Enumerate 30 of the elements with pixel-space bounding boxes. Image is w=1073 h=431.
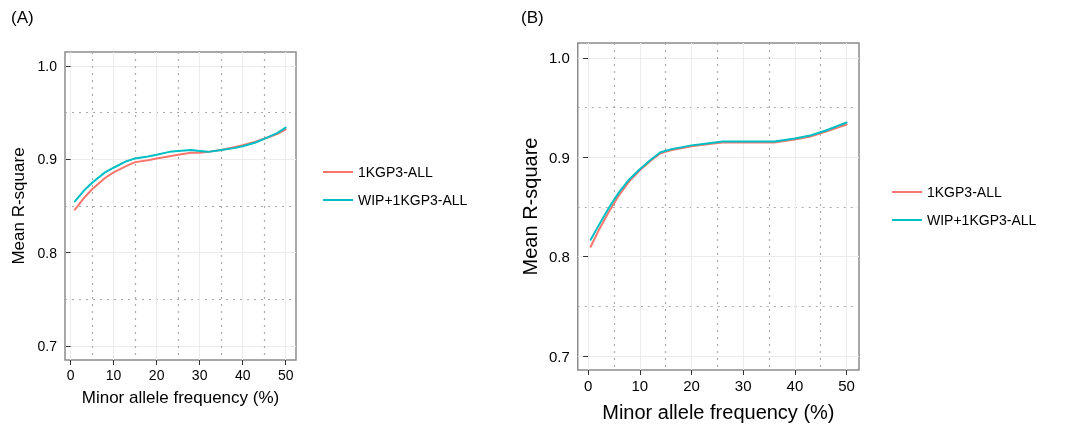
y-tick-label: 1.0 [548,49,570,67]
y-tick-label: 1.0 [37,58,58,74]
x-tick-label: 40 [234,367,251,383]
x-tick-label: 10 [105,367,122,383]
y-tick-label: 0.9 [548,148,570,166]
x-tick-label: 0 [583,377,593,394]
y-axis-title: Mean R-square [518,137,541,276]
legend-label: WIP+1KGP3-ALL [927,212,1037,228]
x-tick-label: 50 [277,367,294,383]
chart-title: (A) [11,8,34,27]
x-tick-label: 10 [631,377,649,394]
x-tick-label: 50 [838,377,855,394]
y-tick-label: 0.8 [37,244,58,261]
x-tick-label: 0 [66,367,75,383]
legend-label: 1KGP3-ALL [927,184,1002,200]
x-tick-label: 20 [683,377,700,394]
y-tick-label: 0.8 [548,248,570,266]
legend-label: 1KGP3-ALL [358,164,433,180]
x-tick-label: 20 [148,367,165,383]
x-axis-title: Minor allele frequency (%) [81,388,280,407]
y-axis-title: Mean R-square [9,147,28,265]
y-tick-label: 0.7 [37,338,58,354]
y-tick-label: 0.7 [548,347,570,365]
x-tick-label: 30 [191,367,208,383]
x-tick-label: 40 [786,377,804,394]
x-tick-label: 30 [734,377,752,394]
y-tick-label: 0.9 [37,151,58,168]
legend-label: WIP+1KGP3-ALL [358,192,468,208]
x-axis-title: Minor allele frequency (%) [602,401,835,423]
chart-title: (B) [521,8,544,27]
